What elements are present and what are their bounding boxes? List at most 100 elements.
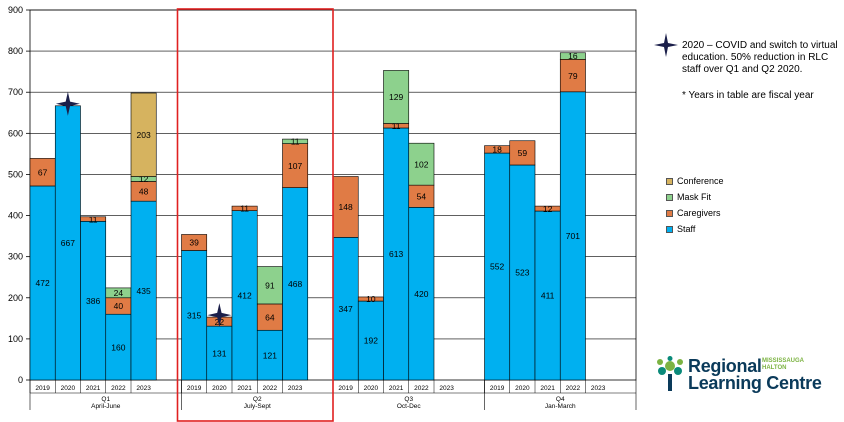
- data-label: 523: [515, 268, 529, 278]
- data-label: 91: [265, 280, 275, 290]
- bar-segment-staff: [206, 325, 233, 381]
- data-label: 667: [61, 238, 75, 248]
- legend-mask-fit: Mask Fit: [666, 191, 711, 203]
- data-label: 11: [89, 214, 98, 224]
- bar-segment-mask-fit: [383, 70, 410, 124]
- data-label: 701: [566, 231, 580, 241]
- year-label: 2020: [212, 385, 227, 392]
- data-label: 315: [187, 310, 201, 320]
- year-label: 2021: [540, 385, 555, 392]
- y-tick-label: 700: [8, 87, 23, 97]
- bar-segment-staff: [357, 300, 384, 381]
- bar-segment-conference: [130, 92, 157, 177]
- covid-note: 2020 – COVID and switch to virtual educa…: [682, 40, 838, 75]
- bar-segment-staff: [256, 329, 283, 381]
- year-label: 2022: [111, 385, 126, 392]
- year-label: 2019: [338, 385, 353, 392]
- covid-star-icon: [207, 303, 232, 328]
- data-label: 40: [114, 301, 124, 311]
- bar-segment-staff: [105, 313, 132, 381]
- data-label: 148: [339, 202, 353, 212]
- group-sublabel: Oct-Dec: [397, 403, 422, 410]
- data-label: 11: [392, 121, 401, 131]
- covid-star-icon: [654, 33, 678, 57]
- fiscal-year-note: * Years in table are fiscal year: [682, 90, 814, 101]
- year-label: 2021: [389, 385, 404, 392]
- year-label: 2021: [237, 385, 252, 392]
- group-sublabel: April-June: [91, 403, 121, 410]
- bar-segment-staff: [29, 185, 56, 381]
- highlight-box: [176, 8, 334, 422]
- year-label: 2019: [187, 385, 202, 392]
- group-sublabel: July-Sept: [244, 403, 271, 410]
- data-label: 12: [543, 204, 553, 214]
- data-label: 472: [36, 278, 50, 288]
- bar-segment-mask-fit: [282, 138, 309, 144]
- group-label: Q3: [404, 396, 413, 403]
- year-label: 2022: [414, 385, 429, 392]
- year-label: 2019: [35, 385, 50, 392]
- data-label: 121: [263, 350, 277, 360]
- data-label: 468: [288, 279, 302, 289]
- year-label: 2023: [439, 385, 454, 392]
- bar-segment-staff: [130, 200, 157, 381]
- bar-segment-caregivers: [509, 140, 536, 166]
- y-tick-label: 100: [8, 334, 23, 344]
- bar-segment-staff: [332, 237, 359, 381]
- bar-segment-mask-fit: [559, 52, 586, 60]
- bar-segment-caregivers: [282, 143, 309, 188]
- legend-staff: Staff: [666, 223, 695, 235]
- data-label: 54: [417, 191, 427, 201]
- year-label: 2020: [61, 385, 76, 392]
- data-label: 420: [414, 289, 428, 299]
- y-tick-label: 600: [8, 128, 23, 138]
- data-label: 11: [240, 204, 249, 214]
- data-label: 24: [114, 288, 124, 298]
- bar-segment-staff: [559, 91, 586, 381]
- logo-sub2: HALTON: [762, 365, 787, 371]
- data-label: 102: [414, 159, 428, 169]
- data-label: 64: [265, 312, 275, 322]
- data-label: 613: [389, 249, 403, 259]
- data-label: 10: [366, 294, 376, 304]
- group-label: Q2: [253, 396, 262, 403]
- data-label: 435: [137, 286, 151, 296]
- group-sublabel: Jan-March: [545, 403, 576, 410]
- bar-segment-caregivers: [256, 303, 283, 331]
- data-label: 48: [139, 187, 149, 197]
- bar-segment-staff: [383, 127, 410, 381]
- bar-segment-staff: [408, 207, 435, 381]
- tree-icon: [657, 356, 683, 391]
- data-label: 79: [568, 71, 578, 81]
- y-tick-label: 400: [8, 211, 23, 221]
- bar-segment-staff: [181, 250, 208, 381]
- y-tick-label: 800: [8, 46, 23, 56]
- bar-segment-mask-fit: [408, 142, 435, 186]
- data-label: 160: [111, 342, 125, 352]
- year-label: 2019: [490, 385, 505, 392]
- logo-line1: Regional: [688, 356, 762, 376]
- year-label: 2023: [136, 385, 151, 392]
- data-label: 129: [389, 92, 403, 102]
- year-label: 2022: [263, 385, 278, 392]
- bar-segment-caregivers: [231, 205, 258, 211]
- y-tick-label: 500: [8, 169, 23, 179]
- y-tick-label: 200: [8, 293, 23, 303]
- data-label: 552: [490, 262, 504, 272]
- data-label: 203: [137, 130, 151, 140]
- year-label: 2023: [591, 385, 606, 392]
- data-label: 347: [339, 304, 353, 314]
- bar-segment-caregivers: [80, 216, 107, 222]
- y-tick-label: 0: [18, 375, 23, 385]
- data-label: 107: [288, 161, 302, 171]
- data-label: 67: [38, 167, 48, 177]
- legend-caregivers: Caregivers: [666, 207, 721, 219]
- year-label: 2022: [566, 385, 581, 392]
- regional-learning-centre-logo: Regional MISSISSAUGA HALTON Learning Cen…: [654, 352, 840, 396]
- year-label: 2021: [86, 385, 101, 392]
- legend-conference: Conference: [666, 175, 724, 187]
- logo-sub1: MISSISSAUGA: [762, 358, 805, 364]
- logo-line2: Learning Centre: [688, 373, 822, 393]
- data-label: 16: [568, 51, 578, 61]
- bar-segment-caregivers: [181, 234, 208, 251]
